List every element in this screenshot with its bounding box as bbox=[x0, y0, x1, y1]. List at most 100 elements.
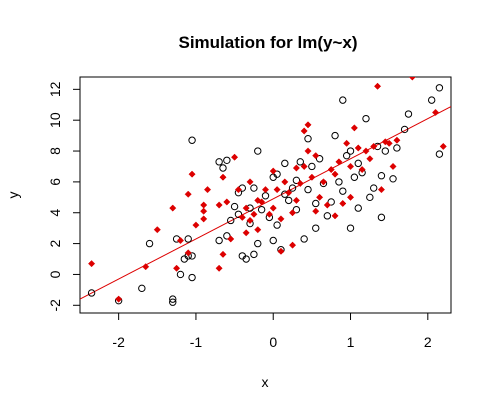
data-point-diamond bbox=[261, 186, 270, 194]
data-point-diamond bbox=[88, 260, 96, 268]
data-point-diamond bbox=[285, 189, 293, 197]
data-point-diamond bbox=[219, 250, 227, 258]
data-point-diamond bbox=[389, 162, 397, 171]
data-point-diamond bbox=[184, 249, 192, 257]
data-point-circle bbox=[87, 289, 96, 297]
data-point-diamond bbox=[331, 170, 339, 178]
data-point-diamond bbox=[319, 178, 328, 186]
data-point-circle bbox=[188, 273, 196, 282]
data-point-diamond bbox=[142, 263, 150, 271]
data-point-circle bbox=[176, 270, 185, 279]
data-point-circle bbox=[381, 147, 390, 155]
data-point-diamond bbox=[343, 139, 351, 147]
data-point-circle bbox=[138, 284, 146, 293]
x-axis: -2 -1 0 1 2 bbox=[112, 312, 432, 350]
data-point-circle bbox=[335, 178, 343, 186]
data-point-diamond bbox=[219, 173, 227, 181]
data-point-circle bbox=[257, 205, 266, 214]
regression-line bbox=[80, 106, 451, 300]
data-point-circle bbox=[223, 232, 231, 240]
data-point-diamond bbox=[227, 235, 235, 243]
data-point-circle bbox=[377, 213, 386, 222]
data-point-diamond bbox=[339, 199, 347, 208]
data-point-circle bbox=[254, 147, 262, 155]
data-point-circle bbox=[184, 235, 192, 243]
y-tick-label: -2 bbox=[47, 299, 63, 312]
y-tick-label: 8 bbox=[47, 147, 63, 155]
data-point-circle bbox=[292, 205, 301, 214]
data-points bbox=[87, 77, 447, 306]
x-axis-label: x bbox=[262, 374, 269, 390]
plot-frame bbox=[79, 76, 452, 314]
data-point-circle bbox=[269, 236, 277, 245]
data-point-circle bbox=[308, 162, 316, 171]
data-point-diamond bbox=[374, 82, 382, 90]
data-point-diamond bbox=[215, 264, 223, 272]
data-point-diamond bbox=[408, 77, 416, 81]
y-axis: -2 0 2 4 6 8 10 12 bbox=[47, 81, 81, 312]
data-point-circle bbox=[292, 176, 301, 185]
data-point-diamond bbox=[292, 164, 300, 172]
data-point-diamond bbox=[242, 204, 250, 212]
data-point-circle bbox=[331, 131, 339, 140]
data-point-circle bbox=[215, 236, 223, 245]
data-point-diamond bbox=[200, 207, 208, 215]
data-point-diamond bbox=[173, 264, 181, 272]
data-point-circle bbox=[250, 184, 258, 192]
data-point-circle bbox=[304, 134, 312, 143]
data-point-diamond bbox=[304, 147, 312, 155]
y-tick-label: 2 bbox=[47, 239, 63, 247]
data-point-diamond bbox=[234, 186, 243, 194]
regression-line-group bbox=[80, 106, 451, 300]
data-point-circle bbox=[435, 150, 444, 158]
data-point-circle bbox=[350, 173, 359, 181]
y-tick-label: 4 bbox=[47, 209, 63, 217]
data-point-diamond bbox=[246, 178, 254, 186]
x-tick-label: 2 bbox=[424, 334, 432, 350]
data-point-diamond bbox=[281, 178, 289, 186]
data-point-circle bbox=[250, 250, 258, 259]
data-point-diamond bbox=[184, 190, 192, 198]
data-point-circle bbox=[188, 252, 196, 260]
y-tick-label: 6 bbox=[47, 178, 63, 186]
x-tick-label: -1 bbox=[190, 334, 203, 350]
chart-title: Simulation for lm(y~x) bbox=[179, 33, 358, 52]
data-point-diamond bbox=[346, 193, 355, 201]
data-point-circle bbox=[323, 212, 332, 220]
data-point-circle bbox=[254, 239, 262, 248]
data-point-diamond bbox=[393, 136, 401, 144]
data-point-circle bbox=[227, 216, 235, 225]
data-point-diamond bbox=[335, 158, 343, 166]
data-point-diamond bbox=[169, 204, 177, 212]
data-point-diamond bbox=[200, 215, 208, 223]
data-point-diamond bbox=[238, 213, 246, 221]
data-point-circle bbox=[327, 198, 335, 206]
x-tick-label: 0 bbox=[269, 334, 277, 350]
data-point-diamond bbox=[250, 210, 258, 218]
data-point-diamond bbox=[258, 198, 266, 206]
data-point-diamond bbox=[323, 201, 331, 209]
data-point-circle bbox=[300, 235, 308, 243]
data-point-circle bbox=[342, 151, 351, 160]
data-point-diamond bbox=[366, 155, 374, 163]
data-point-diamond bbox=[312, 152, 320, 160]
data-point-diamond bbox=[300, 127, 308, 135]
data-point-circle bbox=[400, 125, 409, 134]
data-point-circle bbox=[215, 158, 223, 166]
data-point-diamond bbox=[288, 209, 297, 217]
data-point-diamond bbox=[192, 221, 200, 229]
data-point-circle bbox=[169, 298, 177, 306]
data-point-diamond bbox=[377, 186, 385, 194]
data-point-circle bbox=[261, 192, 270, 200]
data-point-circle bbox=[427, 96, 436, 104]
data-point-circle bbox=[219, 164, 227, 172]
data-point-circle bbox=[362, 114, 370, 123]
data-point-circle bbox=[404, 110, 413, 118]
data-point-diamond bbox=[370, 142, 378, 150]
y-tick-label: 12 bbox=[47, 81, 63, 97]
data-point-circle bbox=[284, 196, 293, 205]
data-point-circle bbox=[312, 224, 320, 232]
data-point-circle bbox=[145, 239, 154, 248]
data-point-diamond bbox=[246, 216, 254, 225]
